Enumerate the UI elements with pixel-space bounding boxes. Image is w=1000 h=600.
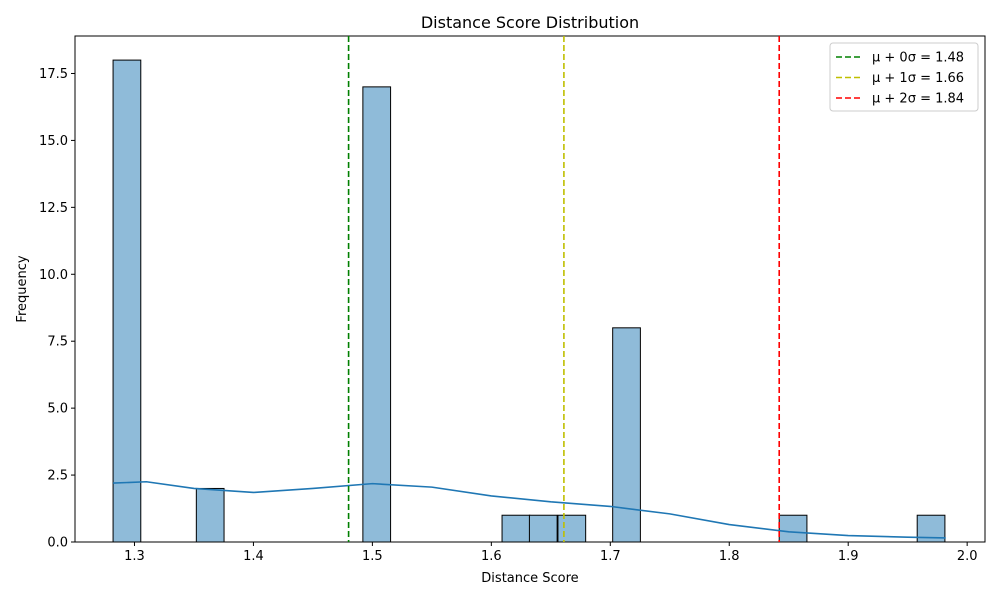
- histogram-bar-5: [557, 514, 587, 543]
- y-tick-label: 17.5: [39, 67, 68, 82]
- legend-box: [829, 42, 979, 112]
- legend-label-2: μ + 2σ = 1.84: [872, 92, 964, 107]
- histogram-bar-1: [195, 487, 225, 543]
- x-tick-label: 1.3: [124, 549, 145, 564]
- y-tick-label: 2.5: [47, 469, 68, 484]
- legend-label-0: μ + 0σ = 1.48: [872, 51, 964, 66]
- y-tick-label: 7.5: [47, 335, 68, 350]
- legend-label-1: μ + 1σ = 1.66: [872, 71, 964, 86]
- histogram-bar-7: [778, 514, 808, 543]
- y-tick-label: 15.0: [39, 134, 68, 149]
- y-axis-label: Frequency: [15, 255, 30, 322]
- x-tick-label: 1.8: [719, 549, 740, 564]
- plot-area: [74, 35, 986, 543]
- x-tick-label: 1.7: [600, 549, 621, 564]
- x-tick-label: 2.0: [957, 549, 978, 564]
- histogram-bar-2: [362, 86, 392, 543]
- kde-curve: [113, 480, 946, 539]
- histogram-bar-0: [112, 59, 142, 543]
- histogram-bar-6: [612, 327, 641, 543]
- x-tick-label: 1.4: [243, 549, 264, 564]
- y-tick-label: 12.5: [39, 201, 68, 216]
- chart-title: Distance Score Distribution: [421, 13, 639, 32]
- legend: μ + 0σ = 1.48 μ + 1σ = 1.66 μ + 2σ = 1.84: [829, 42, 979, 112]
- y-tick-label: 0.0: [47, 536, 68, 551]
- x-tick-label: 1.5: [362, 549, 383, 564]
- x-tick-label: 1.6: [481, 549, 502, 564]
- y-tick-label: 10.0: [39, 268, 68, 283]
- x-tick-label: 1.9: [838, 549, 859, 564]
- histogram-bar-3: [501, 514, 531, 543]
- x-axis-label: Distance Score: [481, 571, 578, 586]
- histogram-bar-4: [528, 514, 558, 543]
- y-tick-label: 5.0: [47, 402, 68, 417]
